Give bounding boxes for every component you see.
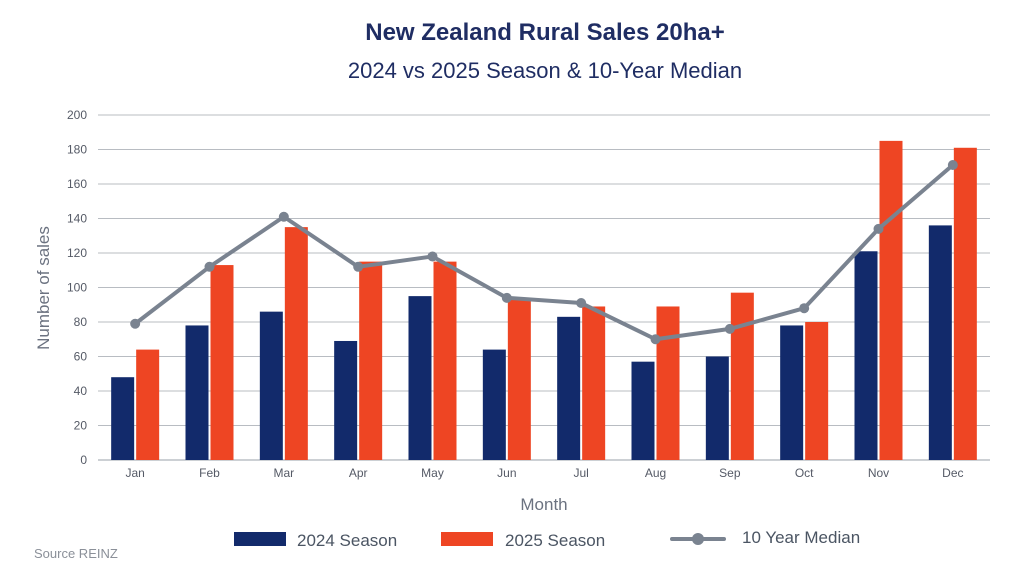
bar-2025-season-aug [656,306,680,460]
bar-2025-season-jan [136,349,160,460]
median-point-nov [873,223,884,234]
legend-marker-median [692,533,704,545]
bar-2024-season-nov [854,251,878,460]
y-axis-ticks: 0 20 40 60 80 100 120 140 160 180 200 [67,108,87,467]
y-tick-label: 100 [67,281,87,295]
y-tick-label: 20 [74,419,88,433]
legend-label-2025: 2025 Season [505,531,605,550]
bar-2025-season-oct [805,322,829,460]
chart-subtitle: 2024 vs 2025 Season & 10-Year Median [348,58,742,83]
bar-2024-season-dec [928,225,952,460]
bars [111,140,977,460]
x-tick-label: Dec [942,466,963,480]
x-tick-label: Mar [273,466,294,480]
y-tick-label: 60 [74,350,88,364]
y-tick-label: 140 [67,212,87,226]
median-point-jan [130,318,141,329]
x-tick-label: Nov [868,466,889,480]
bar-2024-season-jul [557,316,581,460]
bar-2025-season-dec [953,147,977,460]
bar-2024-season-oct [780,325,804,460]
source-note: Source REINZ [34,546,118,561]
chart-title: New Zealand Rural Sales 20ha+ [365,19,725,46]
x-axis-title: Month [520,495,567,514]
y-tick-label: 40 [74,384,88,398]
legend-swatch-2024 [234,532,286,546]
x-tick-label: Sep [719,466,741,480]
median-point-sep [724,323,735,334]
legend: 2024 Season 2025 Season 10 Year Median [234,528,860,550]
gridlines [98,114,990,461]
median-point-jun [501,292,512,303]
bar-2025-season-apr [359,261,383,460]
x-tick-label: Jun [497,466,516,480]
bar-2024-season-apr [334,340,358,460]
median-point-apr [353,261,364,272]
bar-2024-season-jun [482,349,506,460]
x-tick-label: Oct [795,466,814,480]
x-tick-label: Aug [645,466,666,480]
x-tick-label: Jan [125,466,144,480]
bar-2025-season-jul [582,306,606,460]
median-point-jul [576,298,587,309]
legend-label-2024: 2024 Season [297,531,397,550]
median-line [130,160,958,345]
bar-2024-season-mar [259,311,283,460]
median-point-may [427,251,438,262]
legend-swatch-2025 [441,532,493,546]
median-point-oct [799,303,810,314]
bar-2025-season-feb [210,265,234,460]
bar-2025-season-sep [730,292,754,460]
x-tick-label: Feb [199,466,220,480]
y-tick-label: 120 [67,246,87,260]
bar-2024-season-may [408,296,432,460]
x-tick-label: Jul [573,466,588,480]
y-tick-label: 180 [67,143,87,157]
x-axis-ticks: Jan Feb Mar Apr May Jun Jul Aug Sep Oct Nov Dec [125,466,963,480]
y-tick-label: 0 [80,453,87,467]
y-tick-label: 80 [74,315,88,329]
y-axis-title: Number of sales [34,226,53,350]
bar-2024-season-aug [631,361,655,460]
bar-2024-season-feb [185,325,209,460]
median-point-mar [278,211,289,222]
bar-2025-season-jun [507,299,531,460]
x-tick-label: May [421,466,444,480]
median-point-feb [204,261,215,272]
y-tick-label: 160 [67,177,87,191]
bar-2024-season-sep [705,356,729,460]
bar-2024-season-jan [111,377,135,460]
median-point-aug [650,334,661,345]
median-polyline [133,163,955,342]
bar-2025-season-nov [879,140,903,460]
median-point-dec [947,160,958,171]
x-tick-label: Apr [349,466,368,480]
bar-2025-season-may [433,261,457,460]
legend-label-median: 10 Year Median [742,528,860,547]
bar-2025-season-mar [284,227,308,460]
y-tick-label: 200 [67,108,87,122]
